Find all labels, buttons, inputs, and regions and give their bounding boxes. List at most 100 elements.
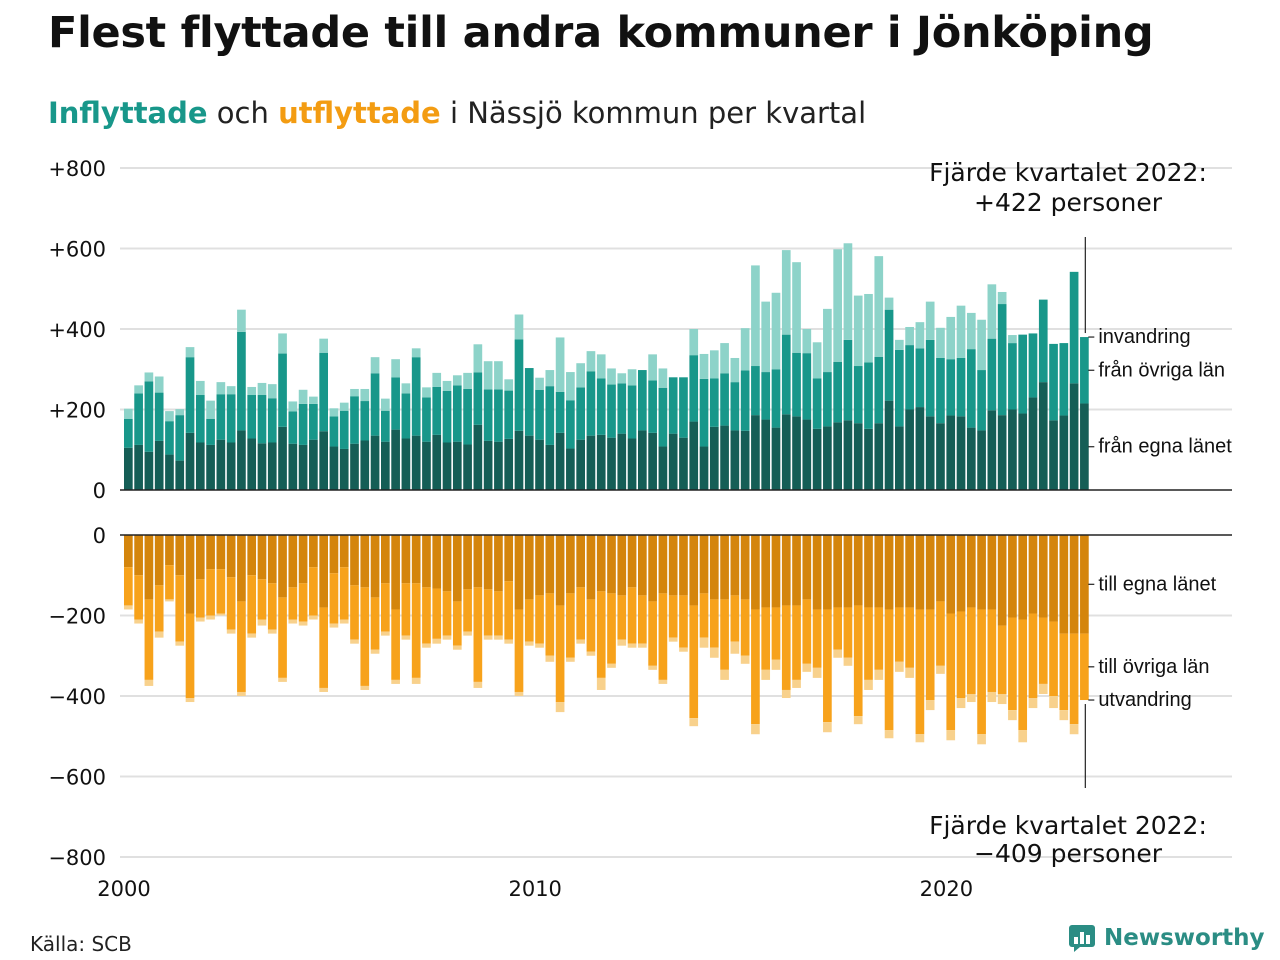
- bar-out-segment: [709, 647, 719, 658]
- bar-in-segment: [720, 343, 729, 374]
- bar-out-segment: [586, 535, 596, 600]
- bar-out-segment: [905, 607, 914, 668]
- series-labels: från egna länet från övriga län invandring…: [1084, 237, 1232, 788]
- bar-out-segment: [884, 535, 894, 610]
- bar-in-segment: [195, 395, 205, 443]
- bar-in-segment: [689, 421, 699, 490]
- x-tick: 2020: [920, 877, 973, 901]
- bar-in-segment: [473, 372, 483, 425]
- bar-out-segment: [648, 601, 657, 666]
- bar-out-segment: [319, 687, 328, 692]
- bar-in-segment: [977, 430, 986, 490]
- bar-out-segment: [925, 609, 935, 701]
- bar-in-segment: [751, 265, 760, 367]
- bar-in-segment: [946, 415, 956, 490]
- bar-out-segment: [689, 718, 699, 727]
- bar-out-segment: [514, 691, 524, 696]
- bar-in-segment: [699, 446, 709, 490]
- bar-out-segment: [1059, 633, 1069, 711]
- bar-out-segment: [483, 535, 493, 590]
- bar-in-segment: [915, 348, 925, 408]
- y-tick-bottom: −600: [48, 766, 106, 790]
- bar-in-segment: [175, 415, 185, 461]
- bar-out-segment: [535, 595, 544, 644]
- bar-out-segment: [823, 722, 832, 733]
- bar-in-segment: [411, 357, 421, 436]
- bar-out-segment: [535, 535, 544, 596]
- bar-out-segment: [751, 724, 760, 735]
- bar-out-segment: [689, 535, 699, 606]
- bar-in-segment: [411, 435, 421, 490]
- bar-out-segment: [638, 595, 647, 644]
- bar-in-segment: [237, 430, 246, 490]
- bar-in-segment: [1038, 382, 1048, 490]
- bar-out-segment: [812, 609, 822, 668]
- bar-out-segment: [555, 605, 565, 703]
- bar-out-segment: [720, 535, 729, 600]
- bar-in-segment: [709, 378, 719, 427]
- bar-in-segment: [566, 372, 575, 401]
- bar-out-segment: [288, 619, 298, 624]
- bar-in-segment: [617, 433, 627, 490]
- bar-in-segment: [329, 408, 339, 417]
- bar-in-segment: [350, 396, 359, 444]
- bar-out-segment: [381, 583, 390, 632]
- bar-in-segment: [658, 446, 668, 490]
- bar-out-segment: [195, 535, 205, 580]
- bar-out-segment: [658, 593, 668, 680]
- bar-out-segment: [463, 535, 472, 590]
- bar-out-segment: [144, 679, 154, 686]
- bar-in-segment: [853, 295, 863, 367]
- bar-out-segment: [370, 597, 380, 650]
- bar-in-segment: [648, 432, 657, 490]
- bar-out-segment: [165, 535, 174, 566]
- bar-in-segment: [370, 373, 380, 436]
- bar-in-segment: [216, 394, 226, 440]
- bar-out-segment: [607, 593, 616, 664]
- bar-in-segment: [730, 382, 740, 431]
- bar-in-segment: [319, 338, 328, 353]
- annotation-top-line1: Fjärde kvartalet 2022:: [929, 158, 1207, 187]
- bar-in-segment: [925, 416, 935, 490]
- bar-in-segment: [514, 339, 524, 431]
- annotation-bottom-line1: Fjärde kvartalet 2022:: [929, 811, 1207, 840]
- bar-out-segment: [720, 669, 729, 680]
- bar-in-segment: [535, 377, 544, 390]
- bar-in-segment: [987, 338, 997, 411]
- bar-out-segment: [483, 635, 493, 640]
- bar-in-segment: [679, 437, 688, 490]
- brand-logo: Newsworthy: [1068, 924, 1265, 952]
- bar-in-segment: [987, 410, 997, 490]
- bar-in-segment: [267, 398, 277, 443]
- bar-out-segment: [463, 631, 472, 636]
- bar-out-segment: [596, 591, 606, 678]
- bar-out-segment: [288, 587, 298, 620]
- bar-out-segment: [1008, 710, 1017, 721]
- bar-in-segment: [288, 443, 298, 490]
- bar-out-segment: [956, 611, 966, 699]
- bar-out-segment: [165, 565, 174, 600]
- bar-in-segment: [720, 373, 729, 426]
- bar-out-segment: [1059, 535, 1069, 634]
- bar-in-segment: [319, 431, 328, 490]
- bar-out-segment: [709, 535, 719, 600]
- bar-in-segment: [267, 384, 277, 399]
- bar-in-segment: [792, 262, 801, 353]
- bar-in-segment: [1028, 397, 1038, 490]
- bar-out-segment: [134, 619, 143, 624]
- bar-in-segment: [504, 390, 514, 439]
- bar-in-segment: [545, 386, 555, 445]
- bar-in-segment: [627, 369, 637, 386]
- bar-in-segment: [237, 331, 246, 431]
- bar-out-segment: [987, 691, 997, 703]
- bar-in-segment: [576, 387, 585, 440]
- bar-in-segment: [607, 437, 616, 490]
- bar-out-segment: [309, 567, 318, 616]
- bar-in-segment: [1080, 403, 1089, 490]
- bar-out-segment: [607, 535, 616, 594]
- bar-in-segment: [195, 442, 205, 490]
- bar-out-segment: [360, 535, 370, 588]
- bar-out-segment: [761, 607, 771, 670]
- bar-out-segment: [895, 607, 904, 662]
- outflow-bars: [124, 535, 1089, 745]
